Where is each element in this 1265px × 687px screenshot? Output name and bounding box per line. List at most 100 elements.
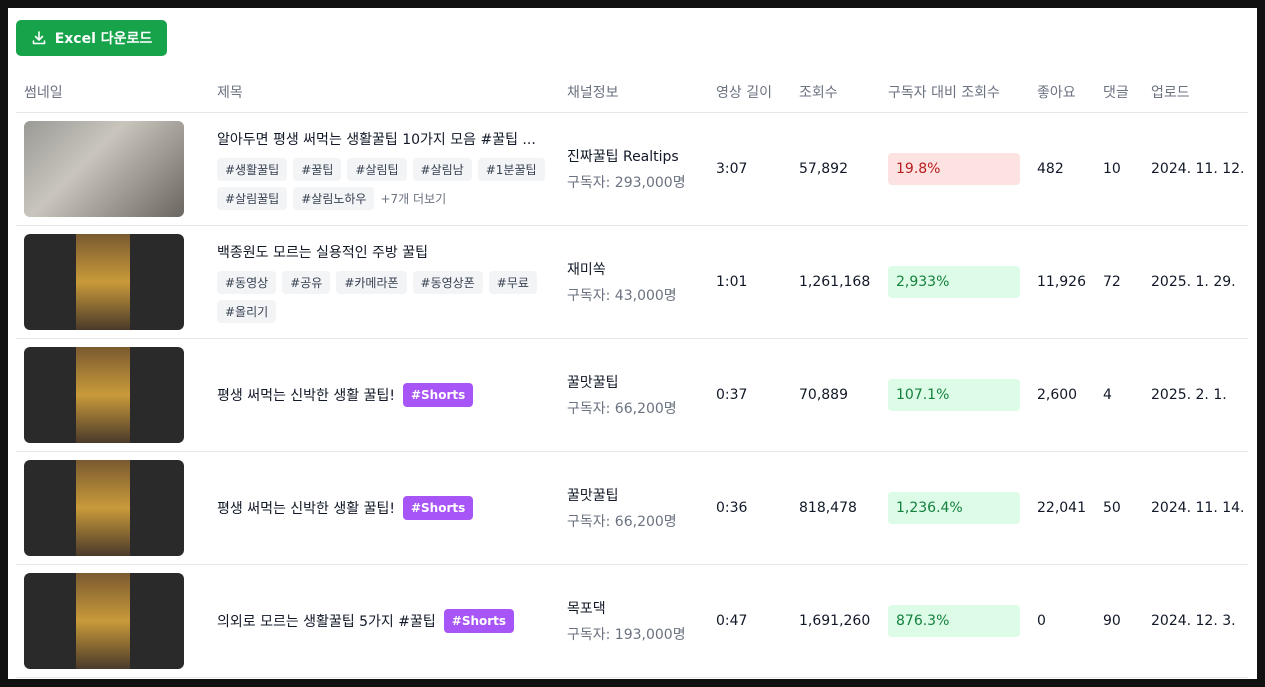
- thumbnail: [24, 460, 184, 556]
- tag-list: #생활꿀팁 #꿀팁 #살림팁 #살림남 #1분꿀팁 #살림꿀팁 #살림노하우 +7개 더보기: [217, 157, 559, 210]
- video-length: 0:37: [716, 387, 748, 403]
- video-title: 백종원도 모르는 실용적인 주방 꿀팁: [217, 244, 428, 261]
- thumbnail-frame: [76, 573, 130, 669]
- cell: [16, 573, 209, 669]
- channel-name: 목포댁: [567, 601, 606, 617]
- video-title: 평생 써먹는 신박한 생활 꿀팁!: [217, 501, 395, 517]
- video-title: 알아두면 평생 써먹는 생활꿀팁 10가지 모음 #꿀팁 ...: [217, 131, 536, 148]
- cell: 2024. 12. 3.: [1143, 613, 1248, 629]
- like-count: 482: [1037, 161, 1064, 177]
- download-icon: [32, 31, 46, 45]
- video-title: 평생 써먹는 신박한 생활 꿀팁!: [217, 388, 395, 404]
- comment-count: 10: [1103, 161, 1121, 177]
- cell: 0: [1029, 613, 1095, 629]
- view-count: 1,261,168: [799, 274, 871, 290]
- tag: #무료: [488, 270, 537, 294]
- title-line: 평생 써먹는 신박한 생활 꿀팁! #Shorts: [217, 383, 559, 407]
- shorts-badge: #Shorts: [402, 496, 474, 520]
- tag: #살림팁: [347, 157, 407, 181]
- cell: 3:07: [708, 161, 791, 177]
- upload-date: 2024. 12. 3.: [1151, 613, 1236, 629]
- tag: #공유: [282, 270, 331, 294]
- cell: 72: [1095, 274, 1143, 290]
- cell: 818,478: [791, 500, 880, 516]
- data-row: 평생 써먹는 신박한 생활 꿀팁! #Shorts 꿀맛꿀팁 구독자: 66,200명…: [16, 339, 1248, 452]
- subscriber-count: 구독자: 66,200명: [567, 401, 677, 417]
- column-header: 채널정보: [567, 85, 619, 101]
- cell: [16, 121, 209, 217]
- cell: 50: [1095, 500, 1143, 516]
- tag: #생활꿀팁: [217, 157, 288, 181]
- shorts-badge: #Shorts: [402, 383, 474, 407]
- cell: 11,926: [1029, 274, 1095, 290]
- tag: #카메라폰: [336, 270, 407, 294]
- cell: 의외로 모르는 생활꿀팁 5가지 #꿀팁 #Shorts: [209, 609, 559, 633]
- cell: 107.1%: [880, 379, 1029, 411]
- comment-count: 50: [1103, 500, 1121, 516]
- tag: #1분꿀팁: [477, 157, 545, 181]
- excel-download-button[interactable]: Excel 다운로드: [16, 20, 167, 56]
- tag-list: #동영상 #공유 #카메라폰 #동영상폰 #무료 #올리기: [217, 270, 559, 323]
- cell: 백종원도 모르는 실용적인 주방 꿀팁 #동영상 #공유 #카메라폰 #동영상폰 #무료 #…: [209, 242, 559, 323]
- thumbnail-frame: [76, 460, 130, 556]
- subscriber-count: 구독자: 293,000명: [567, 175, 686, 191]
- like-count: 11,926: [1037, 274, 1086, 290]
- comment-count: 90: [1103, 613, 1121, 629]
- cell: 평생 써먹는 신박한 생활 꿀팁! #Shorts: [209, 383, 559, 407]
- tag: #올리기: [217, 299, 277, 323]
- cell: 90: [1095, 613, 1143, 629]
- view-ratio: 19.8%: [888, 153, 1020, 185]
- upload-date: 2025. 1. 29.: [1151, 274, 1236, 290]
- like-count: 0: [1037, 613, 1046, 629]
- thumbnail-frame: [76, 234, 130, 330]
- cell: 1,261,168: [791, 274, 880, 290]
- cell: 70,889: [791, 387, 880, 403]
- cell: 평생 써먹는 신박한 생활 꿀팁! #Shorts: [209, 496, 559, 520]
- comment-count: 72: [1103, 274, 1121, 290]
- cell: [16, 347, 209, 443]
- title-line: 의외로 모르는 생활꿀팁 5가지 #꿀팁 #Shorts: [217, 609, 559, 633]
- channel-name: 재미쏙: [567, 262, 606, 278]
- tag: #꿀팁: [293, 157, 342, 181]
- like-count: 2,600: [1037, 387, 1078, 403]
- column-header: 제목: [217, 85, 243, 101]
- view-ratio: 107.1%: [888, 379, 1020, 411]
- upload-date: 2024. 11. 14.: [1151, 500, 1245, 516]
- cell: 57,892: [791, 161, 880, 177]
- thumbnail: [24, 573, 184, 669]
- subscriber-count: 구독자: 193,000명: [567, 627, 686, 643]
- tag: #살림꿀팁: [217, 186, 288, 210]
- button-label: Excel 다운로드: [54, 31, 153, 47]
- more-tags[interactable]: +7개 더보기: [380, 191, 447, 206]
- panel: Excel 다운로드 썸네일 제목 채널정보 영상 길이 조회수 구독자 대비 조회수 좋아…: [8, 8, 1257, 679]
- cell: 2025. 2. 1.: [1143, 387, 1248, 403]
- cell: 10: [1095, 161, 1143, 177]
- header-row: 썸네일 제목 채널정보 영상 길이 조회수 구독자 대비 조회수 좋아요 댓글 업로드: [16, 72, 1248, 113]
- data-row: 백종원도 모르는 실용적인 주방 꿀팁 #동영상 #공유 #카메라폰 #동영상폰 #무료 #…: [16, 226, 1248, 339]
- cell: 0:47: [708, 613, 791, 629]
- cell: 1:01: [708, 274, 791, 290]
- cell: 4: [1095, 387, 1143, 403]
- cell: 0:36: [708, 500, 791, 516]
- column-header: 영상 길이: [716, 85, 772, 101]
- view-count: 818,478: [799, 500, 857, 516]
- data-row: 알아두면 평생 써먹는 생활꿀팁 10가지 모음 #꿀팁 ... #생활꿀팁 #꿀팁…: [16, 113, 1248, 226]
- thumbnail-frame: [76, 347, 130, 443]
- cell: [16, 460, 209, 556]
- cell: 알아두면 평생 써먹는 생활꿀팁 10가지 모음 #꿀팁 ... #생활꿀팁 #꿀팁…: [209, 129, 559, 210]
- column-header: 댓글: [1103, 85, 1129, 101]
- channel-name: 꿀맛꿀팁: [567, 488, 619, 504]
- column-header: 썸네일: [24, 85, 63, 101]
- cell: 2,600: [1029, 387, 1095, 403]
- cell: 2024. 11. 14.: [1143, 500, 1248, 516]
- shorts-badge: #Shorts: [443, 609, 515, 633]
- tag: #살림남: [412, 157, 472, 181]
- channel-name: 진짜꿀팁 Realtips: [567, 149, 679, 165]
- video-length: 0:36: [716, 500, 748, 516]
- subscriber-count: 구독자: 66,200명: [567, 514, 677, 530]
- cell: 2024. 11. 12.: [1143, 161, 1248, 177]
